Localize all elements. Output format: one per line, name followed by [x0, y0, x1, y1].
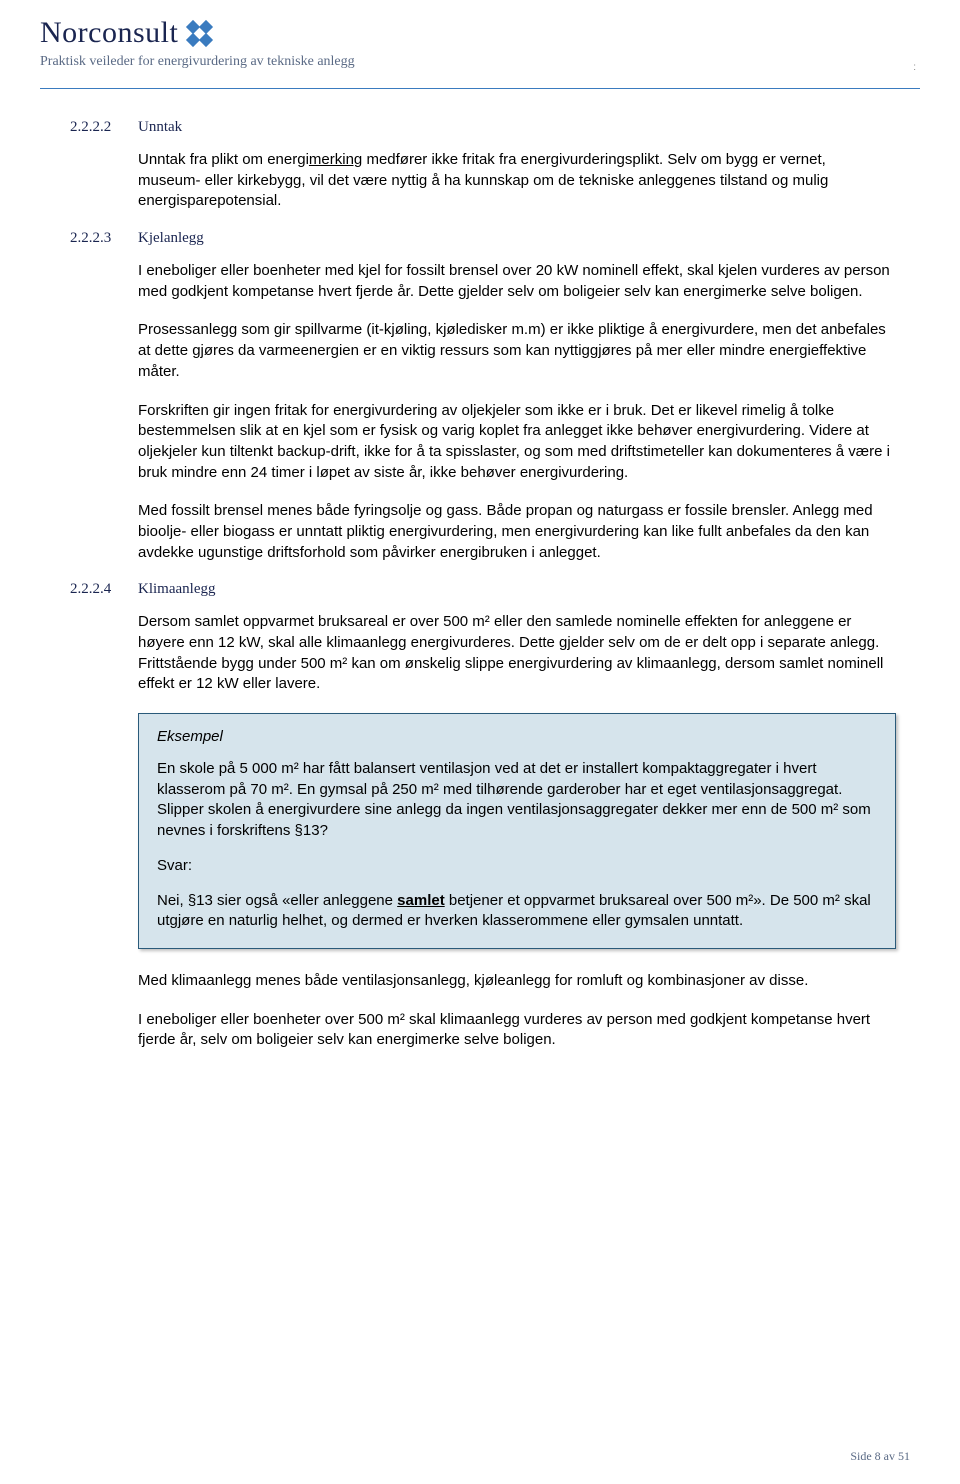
example-box: Eksempel En skole på 5 000 m² har fått b… [138, 713, 896, 949]
section-body: I eneboliger eller boenheter over 500 m²… [138, 1010, 890, 1051]
section-title: Kjelanlegg [138, 230, 204, 247]
document-subtitle: Praktisk veileder for energivurdering av… [40, 54, 920, 70]
section-title: Klimaanlegg [138, 581, 215, 598]
paragraph: Med fossilt brensel menes både fyringsol… [138, 501, 890, 563]
paragraph: Med klimaanlegg menes både ventilasjonsa… [138, 971, 890, 992]
section-body: Dersom samlet oppvarmet bruksareal er ov… [138, 612, 890, 695]
section-body: Med fossilt brensel menes både fyringsol… [138, 501, 890, 563]
section-heading: 2.2.2.4 Klimaanlegg [70, 581, 890, 598]
example-heading: Eksempel [157, 728, 877, 745]
section-number: 2.2.2.3 [70, 230, 138, 247]
example-answer-label: Svar: [157, 856, 877, 877]
logo-icon [186, 21, 212, 46]
paragraph: I eneboliger eller boenheter over 500 m²… [138, 1010, 890, 1051]
section-body: Forskriften gir ingen fritak for energiv… [138, 401, 890, 484]
section-body: Unntak fra plikt om energimerking medfør… [138, 150, 890, 212]
paragraph: Forskriften gir ingen fritak for energiv… [138, 401, 890, 484]
paragraph: Prosessanlegg som gir spillvarme (it-kjø… [138, 320, 890, 382]
paragraph: Dersom samlet oppvarmet bruksareal er ov… [138, 612, 890, 695]
page-header: Norconsult Praktisk veileder for energiv… [0, 0, 960, 80]
paragraph: I eneboliger eller boenheter med kjel fo… [138, 261, 890, 302]
section-number: 2.2.2.2 [70, 119, 138, 136]
example-answer: Nei, §13 sier også «eller anleggene saml… [157, 891, 877, 932]
section-title: Unntak [138, 119, 182, 136]
logo-text: Norconsult [40, 16, 178, 50]
section-heading: 2.2.2.2 Unntak [70, 119, 890, 136]
page-footer: Side 8 av 51 [850, 1449, 910, 1464]
paragraph: Unntak fra plikt om energimerking medfør… [138, 150, 890, 212]
example-question: En skole på 5 000 m² har fått balansert … [157, 759, 877, 842]
section-body: I eneboliger eller boenheter med kjel fo… [138, 261, 890, 302]
section-body: Med klimaanlegg menes både ventilasjonsa… [138, 971, 890, 992]
header-mark: : [913, 62, 916, 73]
section-body: Prosessanlegg som gir spillvarme (it-kjø… [138, 320, 890, 382]
section-number: 2.2.2.4 [70, 581, 138, 598]
section-heading: 2.2.2.3 Kjelanlegg [70, 230, 890, 247]
page-content: 2.2.2.2 Unntak Unntak fra plikt om energ… [0, 89, 960, 1051]
logo: Norconsult [40, 16, 920, 50]
